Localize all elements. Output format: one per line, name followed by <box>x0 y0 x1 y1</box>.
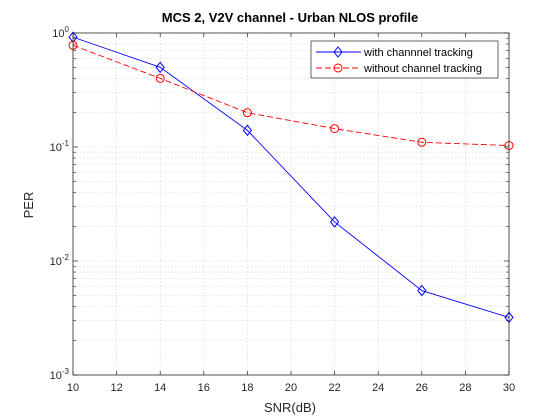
x-axis-label: SNR(dB) <box>264 400 316 415</box>
data-point-circle <box>155 73 165 83</box>
series-1 <box>68 31 514 324</box>
x-tick-label: 22 <box>328 382 340 394</box>
legend-label: with channnel tracking <box>363 47 473 59</box>
x-tick-label: 30 <box>503 382 515 394</box>
series-line <box>72 36 510 318</box>
data-point-circle <box>242 108 252 118</box>
legend-label: without channel tracking <box>363 63 482 75</box>
x-tick-label: 28 <box>459 382 471 394</box>
y-tick-exponent: -3 <box>62 367 70 376</box>
y-tick-label: 100 <box>52 25 69 40</box>
axis-ticks <box>72 32 510 376</box>
x-tick-label: 26 <box>416 382 428 394</box>
legend: with channnel tracking without channel tr… <box>310 40 499 79</box>
data-point-circle <box>330 124 340 134</box>
chart-title: MCS 2, V2V channel - Urban NLOS profile <box>162 10 418 25</box>
y-axis-label: PER <box>21 192 36 219</box>
y-tick-exponent: -1 <box>62 139 70 148</box>
y-tick-base: 10 <box>50 370 62 382</box>
y-tick-label: 10-2 <box>50 253 70 268</box>
series-layer <box>68 31 514 324</box>
y-tick-base: 10 <box>50 256 62 268</box>
y-tick-base: 10 <box>50 142 62 154</box>
data-point-diamond <box>242 124 253 137</box>
data-point-diamond <box>329 216 340 228</box>
x-tick-label: 16 <box>198 382 210 394</box>
series-line <box>72 44 510 146</box>
x-tick-label: 10 <box>67 382 79 394</box>
data-point-diamond <box>155 61 165 74</box>
legend-marker-diamond <box>333 46 343 58</box>
x-tick-label: 18 <box>241 382 253 394</box>
x-tick-label: 24 <box>372 382 384 394</box>
data-point-circle <box>417 137 427 147</box>
y-tick-label: 10-1 <box>50 139 70 154</box>
x-tick-labels: 10 12 14 16 18 20 22 24 26 28 30 <box>67 382 515 394</box>
y-tick-label: 10-3 <box>50 367 70 382</box>
x-tick-label: 14 <box>154 382 166 394</box>
y-tick-exponent: 0 <box>65 25 70 34</box>
y-tick-base: 10 <box>52 28 64 40</box>
x-tick-label: 12 <box>110 382 122 394</box>
major-grid <box>73 33 509 375</box>
data-point-diamond <box>417 284 427 297</box>
legend-marker-circle <box>333 63 343 73</box>
y-tick-exponent: -2 <box>62 253 70 262</box>
x-tick-label: 20 <box>285 382 297 394</box>
legend-box <box>310 40 499 79</box>
